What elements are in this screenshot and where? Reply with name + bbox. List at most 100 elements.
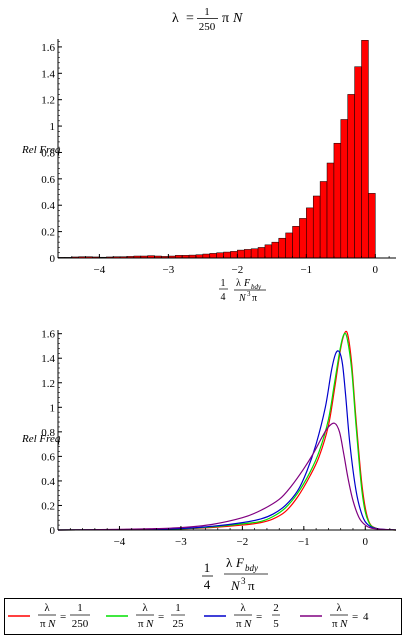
xlabel-n: N [238, 293, 247, 304]
top-x-tick-label: 0 [373, 264, 379, 276]
histogram-bar [223, 251, 231, 259]
top-y-tick-label: 0.6 [41, 174, 55, 186]
bottom-y-tick-label: 0.4 [41, 476, 55, 488]
legend-pi: π [236, 618, 242, 630]
histogram-bar [347, 94, 355, 259]
top-chart-title: λ = 1 250 π N [172, 6, 243, 33]
xlabel-exp: 3 [247, 290, 251, 298]
density-line-series-2 [57, 332, 397, 531]
top-y-tick-label: 0.4 [41, 200, 55, 212]
histogram-bar [306, 207, 314, 259]
legend-lambda: λ [240, 602, 246, 614]
top-y-tick-label: 0 [50, 253, 56, 265]
title-frac-num: 1 [204, 6, 210, 18]
histogram-bar [250, 248, 259, 259]
histogram-bar [237, 249, 245, 259]
legend-lambda: λ [336, 602, 342, 614]
histogram-bar [230, 251, 238, 259]
top-y-tick-label: 1 [50, 121, 56, 133]
histogram-bar [285, 232, 293, 259]
legend-equals: = [158, 611, 164, 623]
title-lambda: λ [172, 11, 179, 26]
histogram-bar [368, 193, 376, 259]
histogram-bar [216, 252, 224, 259]
density-line-series-3 [57, 350, 397, 531]
xlabel-frac-num: 1 [221, 278, 226, 289]
top-x-axis-label: 1 4 λ F bdy N 3 π [219, 278, 266, 304]
legend-rhs-den: 25 [173, 618, 185, 630]
histogram-chart: −4 −3 −2 −1 0 0 0.2 0.4 0.6 0.8 1 1.2 1.4 1.6 [41, 39, 396, 276]
density-line-series-4 [57, 422, 397, 531]
legend-n: N [243, 618, 252, 630]
title-frac-den: 250 [199, 21, 216, 33]
top-y-tick-label: 1.2 [41, 95, 55, 107]
legend-pi: π [138, 618, 144, 630]
histogram-bar [292, 226, 300, 259]
histogram-bar [326, 162, 335, 259]
legend-rhs-value: 4 [363, 611, 369, 623]
bottom-y-tick-label: 1.2 [41, 378, 55, 390]
histogram-bar [340, 119, 348, 259]
xlabel2-f: F [235, 555, 245, 570]
histogram-bar [319, 181, 328, 259]
xlabel2-frac-num: 1 [204, 560, 211, 575]
histogram-bar [209, 253, 217, 259]
title-n: N [232, 11, 243, 26]
bottom-y-tick-label: 1 [50, 402, 56, 414]
density-chart: −4 −3 −2 −1 0 0 0.2 0.4 0.6 0.8 1 1.2 1.4 1.6 [41, 329, 397, 548]
xlabel2-pi: π [248, 578, 255, 593]
bottom-x-tick-label: −4 [114, 536, 126, 548]
bottom-x-tick-label: −1 [298, 536, 310, 548]
density-line-series-1 [57, 330, 397, 531]
histogram-bar [361, 40, 369, 259]
density-lines [57, 330, 397, 531]
legend-box [4, 598, 402, 635]
histogram-bar [243, 249, 252, 259]
xlabel-f: F [243, 278, 251, 289]
legend-pi: π [332, 618, 338, 630]
legend-n: N [145, 618, 154, 630]
histogram-bar [278, 237, 286, 259]
xlabel2-sub: bdy [245, 563, 258, 573]
histogram-bar [271, 241, 279, 259]
xlabel-pi: π [252, 293, 257, 304]
legend-lambda: λ [44, 602, 50, 614]
legend-item: λπ N = 2 5 [204, 602, 280, 630]
bottom-y-tick-label: 0 [50, 525, 56, 537]
legend-lambda: λ [142, 602, 148, 614]
bottom-y-tick-label: 0.2 [41, 500, 55, 512]
top-x-tick-label: −2 [231, 264, 243, 276]
legend-equals: = [60, 611, 66, 623]
legend-pi: π [40, 618, 46, 630]
legend-item: λπ N = 1 25 [106, 602, 185, 630]
bottom-y-tick-label: 1.4 [41, 353, 55, 365]
histogram-bar [312, 195, 321, 259]
top-y-tick-label: 1.4 [41, 68, 55, 80]
bottom-y-tick-label: 0.6 [41, 451, 55, 463]
xlabel2-exp: 3 [241, 576, 246, 586]
legend-item: λπ N = 1 250 [8, 602, 90, 630]
top-y-tick-label: 0.8 [41, 147, 55, 159]
legend-rhs-den: 5 [273, 618, 279, 630]
histogram-bar [202, 253, 211, 259]
legend-rhs-num: 1 [175, 602, 181, 614]
bottom-x-tick-label: 0 [363, 536, 369, 548]
xlabel-sub: bdy [251, 283, 262, 291]
histogram-axes: −4 −3 −2 −1 0 0 0.2 0.4 0.6 0.8 1 1.2 1.4 1.6 [41, 39, 396, 276]
title-equals: = [186, 11, 194, 26]
legend-n: N [47, 618, 56, 630]
legend-equals: = [352, 611, 358, 623]
histogram-bars [57, 40, 376, 259]
legend-rhs-num: 1 [77, 602, 83, 614]
bottom-x-tick-label: −2 [237, 536, 249, 548]
top-x-tick-label: −3 [163, 264, 175, 276]
histogram-bar [299, 218, 307, 259]
top-y-axis-label: Rel Freq [21, 144, 61, 156]
xlabel-lambda: λ [236, 278, 241, 289]
legend-equals: = [256, 611, 262, 623]
xlabel2-n: N [230, 578, 241, 593]
density-axes: −4 −3 −2 −1 0 0 0.2 0.4 0.6 0.8 1 1.2 1.4 1.6 [41, 329, 396, 548]
top-x-tick-label: −4 [94, 264, 106, 276]
legend-rhs-num: 2 [273, 602, 279, 614]
